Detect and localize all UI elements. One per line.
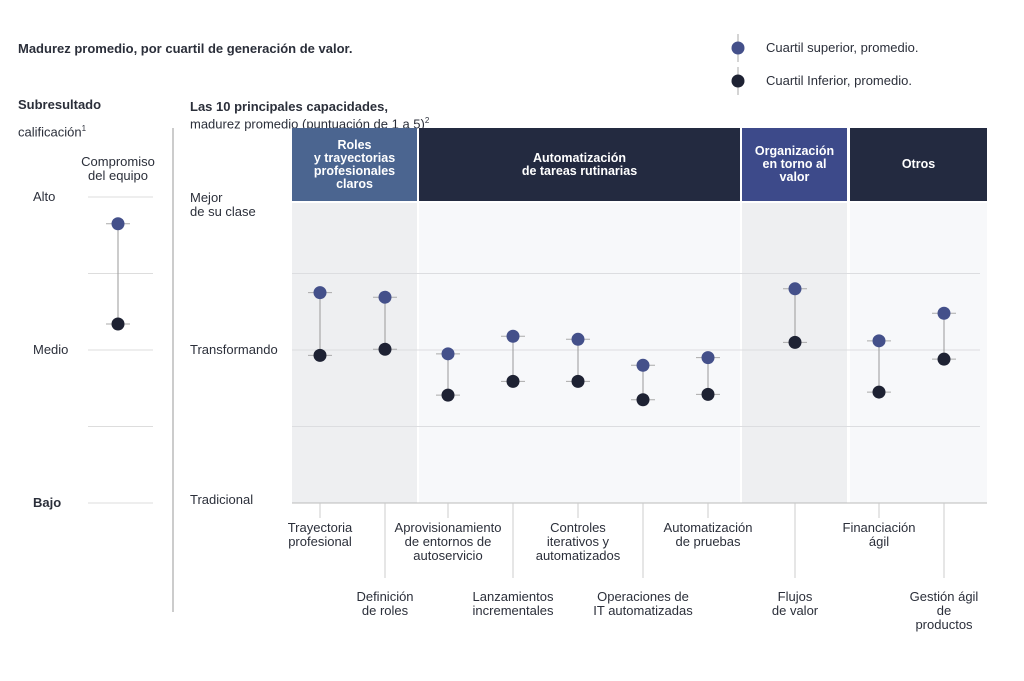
legend-label: Cuartil superior, promedio. <box>766 40 918 55</box>
y-tick-label: Medio <box>33 342 69 357</box>
page-title: Madurez promedio, por cuartil de generac… <box>18 41 353 56</box>
main-subtitle: madurez promedio (puntuación de 1 a 5) <box>190 116 425 132</box>
dot <box>788 282 802 296</box>
left-subtitle: calificación <box>18 124 82 140</box>
legend-label: Cuartil Inferior, promedio. <box>766 73 912 88</box>
category-label: Lanzamientos incrementales <box>472 589 554 618</box>
dot <box>636 393 650 407</box>
dot <box>571 374 585 388</box>
main-title: Las 10 principales capacidades, <box>190 99 388 114</box>
note: 2 <box>424 116 430 125</box>
category-label: Definición de roles <box>356 589 414 618</box>
dot <box>111 317 125 331</box>
dot <box>313 286 327 300</box>
group-shade <box>742 203 847 503</box>
dot <box>441 388 455 402</box>
y-tick-label: Tradicional <box>190 492 254 507</box>
category-label: Aprovisionamiento de entornos de autoser… <box>394 520 502 563</box>
legend-dot <box>731 41 745 55</box>
group-header: Automatización de tareas rutinarias <box>419 128 740 201</box>
dot <box>441 347 455 361</box>
dot <box>872 334 886 348</box>
dot <box>378 342 392 356</box>
category-label: Automatización de pruebas <box>663 520 753 549</box>
category-label: Operaciones de IT automatizadas <box>593 589 693 618</box>
dot <box>701 387 715 401</box>
dot <box>506 329 520 343</box>
group-shade <box>850 203 987 503</box>
category-label: Trayectoria profesional <box>287 520 353 549</box>
dot <box>937 306 951 320</box>
dot <box>701 351 715 365</box>
main-header: Las 10 principales capacidades, madurez … <box>190 86 429 131</box>
dot <box>788 335 802 349</box>
dot <box>636 358 650 372</box>
category-label: Compromiso del equipo <box>81 154 155 183</box>
y-tick-label: Mejor de su clase <box>190 190 256 219</box>
category-label: Controles iterativos y automatizados <box>535 520 621 563</box>
left-header: Subresultado calificación1 <box>18 87 101 138</box>
group-shade <box>292 203 417 503</box>
y-tick-label: Transformando <box>190 342 278 357</box>
group-shade <box>419 203 740 503</box>
dot <box>937 352 951 366</box>
group-header: Organización en torno al valor <box>742 128 847 201</box>
dot <box>571 332 585 346</box>
category-label: Flujos de valor <box>771 589 819 618</box>
category-label: Gestión ágil de productos <box>909 589 979 632</box>
dot <box>506 374 520 388</box>
dot <box>313 348 327 362</box>
y-tick-label: Alto <box>33 189 56 204</box>
note: 1 <box>81 124 87 133</box>
dot <box>111 217 125 231</box>
group-header: Otros <box>850 128 987 201</box>
dot <box>378 290 392 304</box>
legend-dot <box>731 74 745 88</box>
group-header: Roles y trayectorias profesionales claro… <box>292 128 417 201</box>
y-tick-label: Bajo <box>33 495 62 510</box>
left-title: Subresultado <box>18 97 102 112</box>
category-label: Financiación ágil <box>842 520 916 549</box>
dot <box>872 385 886 399</box>
